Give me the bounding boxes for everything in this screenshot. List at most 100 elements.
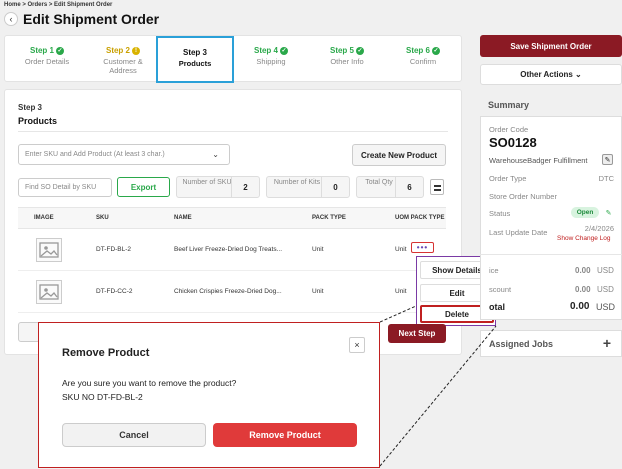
- assigned-jobs-panel[interactable]: Assigned Jobs +: [480, 330, 622, 357]
- divider: [480, 254, 622, 255]
- stat-value: 0: [321, 177, 349, 197]
- stat-label: Total Qty: [365, 179, 393, 186]
- step-5[interactable]: Step 5 ✓ Other Info: [309, 36, 385, 83]
- step-1-number: Step 1: [29, 46, 54, 55]
- dialog-sku: SKU NO DT-FD-BL-2: [62, 392, 143, 402]
- other-actions-button[interactable]: Other Actions ⌄: [480, 64, 622, 85]
- step-4-number: Step 4: [253, 46, 278, 55]
- create-new-product-button[interactable]: Create New Product: [352, 144, 446, 166]
- stat-value: 6: [395, 177, 423, 197]
- dialog-message: Are you sure you want to remove the prod…: [62, 376, 236, 404]
- close-icon[interactable]: ×: [349, 337, 365, 353]
- dialog-title: Remove Product: [62, 347, 150, 359]
- step-5-number: Step 5: [329, 46, 354, 55]
- store-order-label: Store Order Number: [489, 192, 557, 201]
- back-button[interactable]: ‹: [4, 12, 18, 26]
- page-title: Edit Shipment Order: [23, 11, 160, 27]
- table-header: IMAGE SKU NAME PACK TYPE UOM PACK TYPE: [18, 207, 446, 229]
- step-1-label: Order Details: [24, 57, 70, 66]
- col-pack-type: PACK TYPE: [312, 215, 346, 221]
- edit-status-icon[interactable]: ✎: [605, 209, 612, 217]
- save-shipment-order-button[interactable]: Save Shipment Order: [480, 35, 622, 57]
- total-value: 0.00: [570, 301, 590, 312]
- col-name: NAME: [174, 215, 192, 221]
- last-update-label: Last Update Date: [489, 228, 548, 237]
- order-code: SO0128: [489, 135, 537, 150]
- cell-name: Beef Liver Freeze-Dried Dog Treats...: [174, 246, 283, 253]
- next-step-button[interactable]: Next Step: [388, 324, 446, 343]
- image-placeholder-icon: [36, 280, 62, 304]
- cancel-button[interactable]: Cancel: [62, 423, 206, 447]
- edit-warehouse-icon[interactable]: ✎: [602, 154, 613, 165]
- step-2[interactable]: Step 2! Customer & Address: [87, 36, 159, 83]
- stat-label: Number of Kits: [273, 179, 321, 186]
- status-label: Status: [489, 209, 511, 218]
- stat-number-of-sku: Number of SKU 2: [176, 176, 260, 198]
- order-type-value: DTC: [598, 174, 614, 183]
- discount-currency: USD: [597, 285, 614, 294]
- column-toggle-icon[interactable]: [430, 179, 444, 195]
- step-6-number: Step 6: [405, 46, 430, 55]
- last-update-value: 2/4/2026: [584, 224, 614, 233]
- col-sku: SKU: [96, 215, 109, 221]
- discount-label: scount: [489, 285, 512, 294]
- step-3-number: Step 3: [182, 48, 207, 57]
- check-icon: ✓: [56, 46, 64, 55]
- price-currency: USD: [597, 266, 614, 275]
- step-3[interactable]: Step 3 Products: [156, 36, 234, 83]
- remove-product-button[interactable]: Remove Product: [213, 423, 357, 447]
- stepper: Step 1 ✓ Order Details Step 2! Customer &…: [4, 35, 462, 83]
- step-6-label: Confirm: [409, 57, 437, 66]
- find-so-detail-input[interactable]: Find SO Detail by SKU: [18, 178, 112, 197]
- divider: [18, 131, 448, 132]
- warehouse-name: WarehouseBadger Fulfillment: [489, 156, 588, 165]
- add-icon[interactable]: +: [602, 335, 611, 351]
- previous-step-button[interactable]: [18, 322, 40, 342]
- col-uom-pack-type: UOM PACK TYPE: [395, 215, 445, 221]
- breadcrumb: Home > Orders > Edit Shipment Order: [4, 2, 113, 8]
- export-button[interactable]: Export: [117, 177, 170, 197]
- col-image: IMAGE: [34, 215, 54, 221]
- image-placeholder-icon: [36, 238, 62, 262]
- cell-sku: DT-FD-CC-2: [96, 288, 133, 295]
- step-2-label: Customer & Address: [103, 57, 143, 75]
- step-4-label: Shipping: [256, 57, 286, 66]
- assigned-jobs-title: Assigned Jobs: [489, 339, 554, 349]
- section-step: Step 3: [18, 103, 43, 112]
- row-actions-icon[interactable]: •••: [411, 242, 434, 253]
- dialog-question: Are you sure you want to remove the prod…: [62, 378, 237, 388]
- order-code-label: Order Code: [489, 125, 529, 134]
- discount-value: 0.00: [575, 285, 591, 294]
- stat-total-qty: Total Qty 6: [356, 176, 424, 198]
- step-5-label: Other Info: [330, 57, 364, 66]
- step-6[interactable]: Step 6 ✓ Confirm: [385, 36, 461, 83]
- menu-edit[interactable]: Edit: [420, 284, 494, 302]
- step-1[interactable]: Step 1 ✓ Order Details: [9, 36, 85, 83]
- total-currency: USD: [596, 302, 616, 312]
- step-4[interactable]: Step 4 ✓ Shipping: [233, 36, 309, 83]
- step-2-number: Step 2: [105, 46, 130, 55]
- cell-sku: DT-FD-BL-2: [96, 246, 132, 253]
- section-title: Products: [18, 116, 58, 126]
- show-change-log-link[interactable]: Show Change Log: [557, 235, 611, 242]
- stat-label: Number of SKU: [182, 179, 232, 186]
- check-icon: ✓: [432, 46, 440, 55]
- order-type-label: Order Type: [489, 174, 527, 183]
- price-label: ice: [489, 266, 499, 275]
- cell-name: Chicken Crispies Freeze-Dried Dog...: [174, 288, 282, 295]
- product-select[interactable]: Enter SKU and Add Product (At least 3 ch…: [18, 144, 230, 165]
- check-icon: ✓: [280, 46, 288, 55]
- table-row[interactable]: DT-FD-BL-2 Beef Liver Freeze-Dried Dog T…: [18, 229, 446, 271]
- step-3-label: Products: [178, 59, 212, 68]
- stat-number-of-kits: Number of Kits 0: [266, 176, 350, 198]
- cell-pack-type: Unit: [312, 288, 324, 295]
- stat-value: 2: [231, 177, 259, 197]
- cell-pack-type: Unit: [312, 246, 324, 253]
- chevron-down-icon: ⌄: [212, 150, 219, 159]
- total-label: otal: [489, 302, 506, 312]
- product-select-placeholder: Enter SKU and Add Product (At least 3 ch…: [25, 151, 165, 158]
- cell-uom-pack-type: Unit: [395, 246, 407, 253]
- table-row[interactable]: DT-FD-CC-2 Chicken Crispies Freeze-Dried…: [18, 271, 446, 313]
- check-icon: ✓: [356, 46, 364, 55]
- price-value: 0.00: [575, 266, 591, 275]
